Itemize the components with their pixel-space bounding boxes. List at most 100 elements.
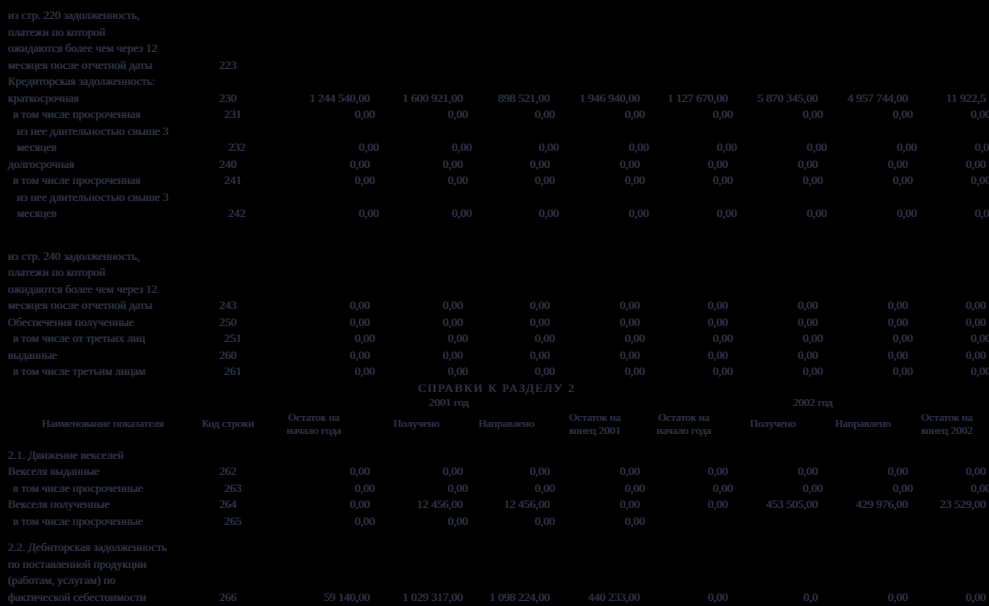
cell-value: 0,00 [370, 298, 463, 315]
header-name-col: Наименование показателя [8, 418, 198, 431]
cell-value: 0,00 [258, 348, 370, 365]
cell-value: 0,00 [823, 364, 913, 381]
cell-value: 0,00 [263, 514, 375, 531]
cell-value: 0,00 [728, 464, 818, 481]
header-col: Получено [728, 418, 818, 431]
cell-value: 0,00 [468, 364, 555, 381]
cell-value: 0,00 [550, 464, 640, 481]
row-label: в том числе просроченные [8, 514, 203, 531]
row-label: долгосрочная [8, 157, 198, 174]
table-row: Кредиторская задолженность: [8, 74, 989, 91]
cell-value: 0,00 [908, 590, 986, 606]
cell-value: 0,00 [263, 331, 375, 348]
cell-value: 0,00 [640, 348, 728, 365]
cell-value: 0,00 [263, 107, 375, 124]
cell-value: 0,00 [737, 206, 827, 223]
row-label: из нее длительностью свыше 3 месяцев [8, 124, 207, 157]
cell-value: 0,00 [818, 157, 908, 174]
cell-value: 0,00 [823, 331, 913, 348]
cell-value: 0,00 [370, 157, 463, 174]
cell-value: 0,00 [728, 157, 818, 174]
header-col: Направлено [463, 418, 550, 431]
row-code: 251 [203, 331, 263, 348]
cell-value: 0,00 [640, 590, 728, 606]
cell-value: 0,00 [468, 331, 555, 348]
cell-value: 0,00 [379, 206, 472, 223]
row-label: в том числе просроченная [8, 173, 203, 190]
cell-value: 0,00 [737, 140, 827, 157]
cell-value: 0,00 [258, 157, 370, 174]
cell-value: 0,00 [908, 315, 986, 332]
cell-value: 0,00 [468, 173, 555, 190]
cell-value: 23 529,00 [908, 497, 986, 514]
cell-value: 0,00 [375, 331, 468, 348]
cell-value: 0,00 [640, 464, 728, 481]
cell-value: 1 098 224,00 [463, 590, 550, 606]
cell-value: 0,00 [640, 315, 728, 332]
cell-value: 0,00 [645, 331, 733, 348]
cell-value: 898 521,00 [463, 91, 550, 108]
cell-value: 0,00 [559, 206, 649, 223]
cell-value: 0,00 [728, 315, 818, 332]
cell-value: 0,00 [258, 298, 370, 315]
header-col: Остаток на конец 2001 [550, 412, 640, 438]
row-label: Кредиторская задолженность: [8, 74, 198, 91]
cell-value: 1 127 670,00 [640, 91, 728, 108]
cell-value: 0,00 [908, 348, 986, 365]
row-code: 266 [198, 590, 258, 606]
section-title: СПРАВКИ К РАЗДЕЛУ 2 [8, 381, 986, 395]
header-code-col: Код строки [198, 418, 258, 431]
cell-value: 0,00 [267, 140, 379, 157]
cell-value: 0,00 [463, 348, 550, 365]
cell-value: 0,00 [645, 107, 733, 124]
row-label: в том числе от третьих лиц [8, 331, 203, 348]
cell-value: 0,00 [818, 315, 908, 332]
cell-value: 0,00 [728, 348, 818, 365]
cell-value: 0,00 [375, 481, 468, 498]
row-label: из нее длительностью свыше 3 месяцев [8, 190, 207, 223]
cell-value: 0,00 [463, 157, 550, 174]
cell-value: 0,00 [463, 464, 550, 481]
cell-value: 0,00 [823, 107, 913, 124]
row-label: Векселя полученные [8, 497, 198, 514]
cell-value: 0,00 [645, 364, 733, 381]
cell-value: 1 600 921,00 [370, 91, 463, 108]
year-groups-row: 2001 год 2002 год [8, 397, 989, 410]
cell-value: 0,00 [640, 157, 728, 174]
row-label: 2.1. Движение векселей [8, 448, 198, 465]
row-label: в том числе просроченная [8, 107, 203, 124]
year-group-2001: 2001 год [258, 397, 640, 410]
row-code: 264 [198, 497, 258, 514]
table-row: 2.1. Движение векселей [8, 448, 989, 465]
cell-value: 0,00 [908, 157, 986, 174]
upper-table-rows: из стр. 220 задолженность, платежи по ко… [8, 8, 989, 381]
cell-value: 0,00 [370, 315, 463, 332]
cell-value: 0,00 [550, 315, 640, 332]
cell-value: 0,00 [645, 173, 733, 190]
cell-value: 0,00 [555, 107, 645, 124]
header-col: Остаток на начало года [258, 412, 370, 438]
cell-value: 0,00 [375, 173, 468, 190]
row-code: 242 [207, 206, 267, 223]
row-label: из стр. 220 задолженность, платежи по ко… [8, 8, 198, 74]
year-group-2002: 2002 год [640, 397, 986, 410]
cell-value: 0,00 [468, 107, 555, 124]
header-col: Направлено [818, 418, 908, 431]
year-spacer [8, 397, 258, 410]
cell-value: 0,00 [550, 348, 640, 365]
cell-value: 0,00 [555, 364, 645, 381]
cell-value: 11 922,5 [908, 91, 986, 108]
row-code: 243 [198, 298, 258, 315]
cell-value: 0,00 [913, 331, 989, 348]
cell-value: 0,00 [733, 364, 823, 381]
